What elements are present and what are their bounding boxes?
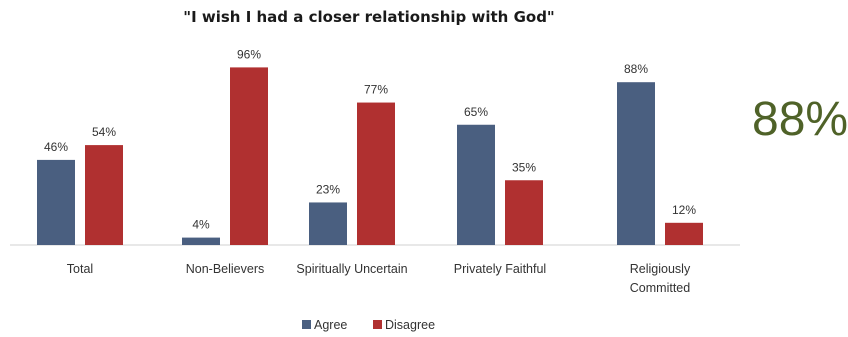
legend-label-disagree: Disagree xyxy=(385,318,435,332)
bar-disagree-0 xyxy=(85,145,123,245)
legend-swatch-agree xyxy=(302,320,311,329)
bar-disagree-3 xyxy=(505,180,543,245)
category-label-0: Total xyxy=(67,262,93,276)
bar-disagree-4 xyxy=(665,223,703,245)
data-label-agree-2: 23% xyxy=(316,182,340,196)
bar-agree-3 xyxy=(457,125,495,245)
category-label-3: Privately Faithful xyxy=(454,262,546,276)
legend-label-agree: Agree xyxy=(314,318,347,332)
data-label-disagree-3: 35% xyxy=(512,160,536,174)
category-label-4-line-1: Committed xyxy=(630,281,690,295)
data-label-agree-4: 88% xyxy=(624,62,648,76)
data-label-agree-0: 46% xyxy=(44,140,68,154)
bar-agree-2 xyxy=(309,202,347,245)
category-label-2: Spiritually Uncertain xyxy=(296,262,407,276)
bar-disagree-2 xyxy=(357,103,395,245)
data-label-disagree-1: 96% xyxy=(237,47,261,61)
data-label-disagree-2: 77% xyxy=(364,83,388,97)
data-label-agree-1: 4% xyxy=(192,218,210,232)
bar-agree-4 xyxy=(617,82,655,245)
bar-disagree-1 xyxy=(230,67,268,245)
category-label-4-line-0: Religiously xyxy=(630,262,691,276)
bar-agree-0 xyxy=(37,160,75,245)
legend-swatch-disagree xyxy=(373,320,382,329)
data-label-agree-3: 65% xyxy=(464,105,488,119)
data-label-disagree-0: 54% xyxy=(92,125,116,139)
data-label-disagree-4: 12% xyxy=(672,203,696,217)
category-label-1: Non-Believers xyxy=(186,262,265,276)
callout-value: 88% xyxy=(752,96,848,144)
chart-title: "I wish I had a closer relationship with… xyxy=(183,8,555,26)
bar-agree-1 xyxy=(182,238,220,245)
